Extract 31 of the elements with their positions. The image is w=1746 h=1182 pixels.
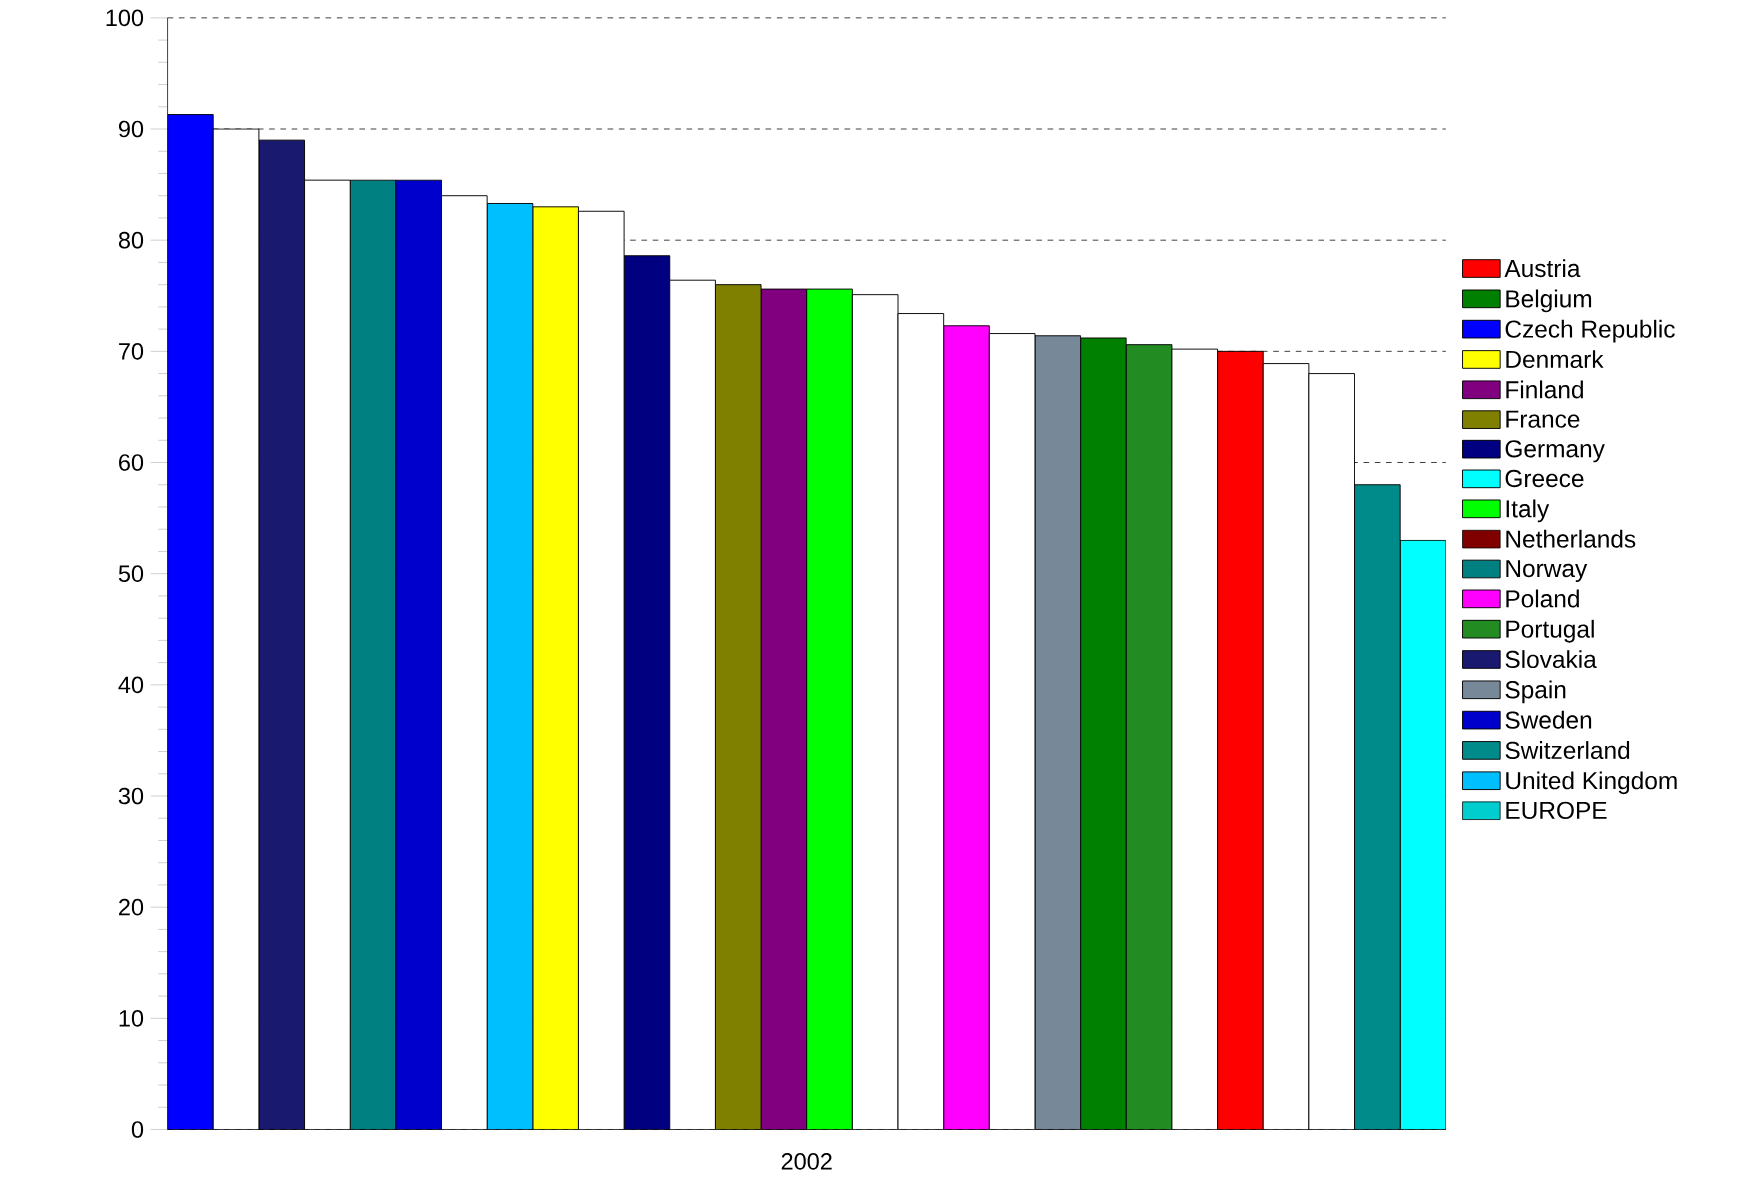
legend-label: Germany bbox=[1505, 440, 1605, 463]
y-tick-label: 80 bbox=[118, 231, 144, 249]
legend-label: Norway bbox=[1506, 560, 1588, 583]
legend-label: Poland bbox=[1506, 589, 1579, 608]
y-tick-label: 50 bbox=[118, 565, 144, 583]
legend-label: Austria bbox=[1504, 259, 1581, 278]
legend-label: EUROPE bbox=[1506, 801, 1607, 820]
y-tick-label: 70 bbox=[119, 343, 144, 360]
legend-label: Greece bbox=[1505, 469, 1584, 488]
y-tick-label: 30 bbox=[118, 787, 144, 805]
legend-label: Sweden bbox=[1505, 710, 1592, 729]
legend-label: Portugal bbox=[1506, 619, 1594, 643]
legend-label: Finland bbox=[1506, 380, 1583, 399]
y-tick-label: 90 bbox=[118, 120, 144, 138]
legend-label: United Kingdom bbox=[1506, 771, 1677, 795]
y-tick-label: 40 bbox=[118, 676, 144, 694]
y-tick-label: 60 bbox=[119, 454, 144, 471]
y-tick-label: 20 bbox=[119, 898, 144, 916]
legend-label: Netherlands bbox=[1506, 529, 1636, 548]
legend-label: Switzerland bbox=[1505, 741, 1630, 760]
legend-label: Denmark bbox=[1506, 350, 1604, 369]
y-tick-label: 0 bbox=[131, 1121, 144, 1138]
y-tick-label: 100 bbox=[106, 9, 144, 27]
legend-label: Belgium bbox=[1506, 289, 1592, 313]
legend-label: France bbox=[1506, 410, 1580, 428]
x-axis-title: 2002 bbox=[781, 1153, 832, 1170]
y-tick-label: 10 bbox=[119, 1010, 144, 1027]
legend-label: Italy bbox=[1506, 499, 1550, 523]
legend-label: Spain bbox=[1505, 680, 1566, 704]
legend-label: Slovakia bbox=[1505, 650, 1597, 669]
legend-label: Czech Republic bbox=[1505, 319, 1675, 343]
